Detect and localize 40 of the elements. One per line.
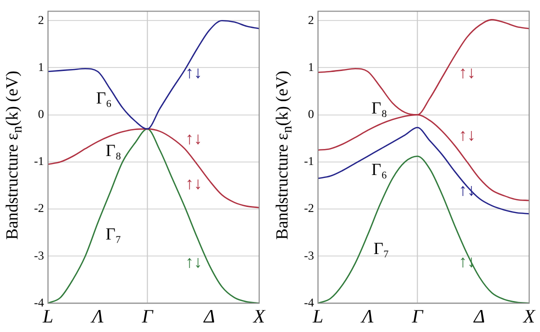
y-tick-label: -2 — [304, 201, 314, 216]
annotation: Γ₆ — [371, 160, 388, 179]
y-tick-label: -1 — [304, 154, 314, 168]
y-tick-label: 2 — [308, 12, 314, 27]
annotation: ↑↓ — [458, 125, 476, 144]
line-series — [47, 128, 260, 208]
annotation: ↑↓ — [185, 129, 202, 148]
y-tick-label: -1 — [34, 154, 44, 168]
annotation: Γ₈ — [106, 140, 122, 160]
x-tick-label: L — [312, 306, 324, 328]
y-tick-label: -4 — [34, 295, 44, 310]
x-tick-label: L — [42, 306, 54, 328]
annotation: ↑↓ — [185, 174, 202, 194]
x-tick-label: Λ — [360, 306, 374, 328]
x-tick-label: X — [252, 306, 266, 328]
y-tick-label: -2 — [34, 201, 44, 216]
x-tick-label: Γ — [140, 306, 154, 328]
y-tick-label: -3 — [304, 248, 314, 262]
x-tick-label: Δ — [472, 306, 486, 328]
line-series — [317, 126, 530, 214]
annotation: Γ₈ — [371, 98, 388, 118]
x-tick-label: X — [522, 306, 536, 328]
annotation: Γ₇ — [373, 238, 390, 258]
y-tick-label: 2 — [38, 12, 44, 27]
annotation: ↑↓ — [458, 63, 476, 82]
x-tick-label: Δ — [202, 306, 216, 328]
annotation: ↑↓ — [458, 180, 476, 200]
annotation: Γ₇ — [106, 224, 122, 244]
y-tick-label: 1 — [308, 60, 314, 74]
x-tick-label: Γ — [410, 306, 424, 328]
annotation: ↑↓ — [185, 252, 202, 272]
y-tick-label: -3 — [34, 248, 44, 262]
x-tick-label: Λ — [90, 306, 104, 328]
annotation: Γ₆ — [96, 88, 112, 108]
y-tick-label: 0 — [308, 106, 314, 121]
y-tick-label: 1 — [38, 60, 44, 74]
line-series — [47, 20, 260, 130]
y-tick-label: 0 — [38, 106, 44, 121]
annotation: ↑↓ — [185, 62, 202, 82]
y-tick-label: -4 — [304, 295, 314, 310]
